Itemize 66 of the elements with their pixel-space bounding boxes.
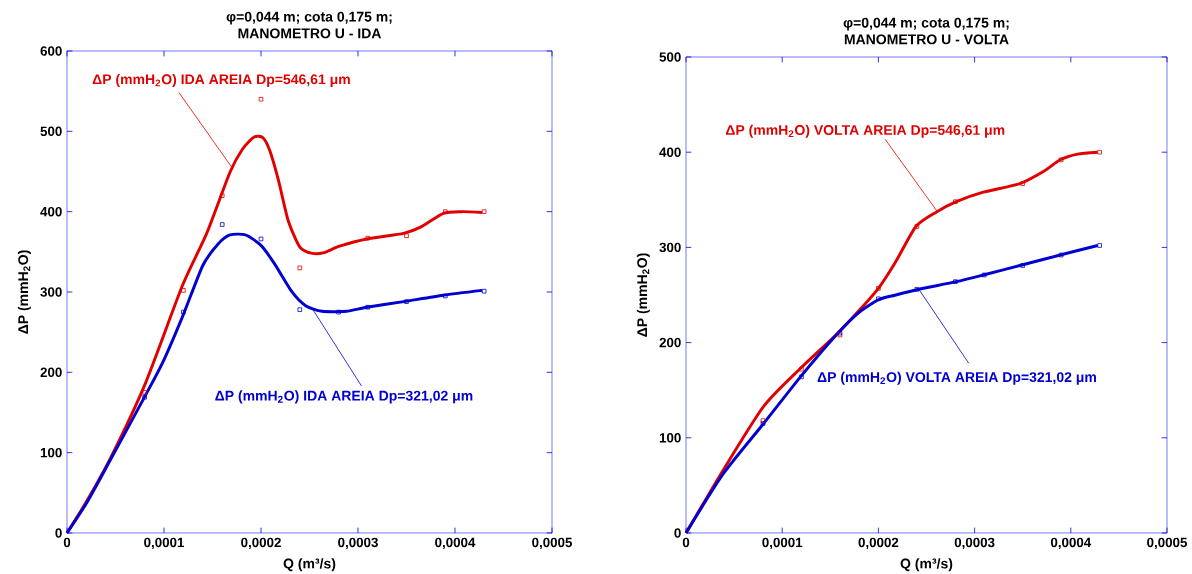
point (1058, 157, 1064, 163)
y-tick-label: 300 (659, 242, 681, 253)
y-tick-label: 200 (659, 337, 681, 348)
y-tick-label: 500 (40, 126, 62, 137)
chart-subtitle: MANOMETRO U - IDA (238, 28, 382, 39)
point (1097, 149, 1102, 155)
x-tick-label: 0,0005 (1147, 537, 1188, 550)
point (258, 236, 264, 242)
point (365, 235, 370, 241)
annotation: ΔP (mmH$_{2}$O) IDA AREIA Dp=546,61 μm (92, 73, 350, 87)
point (443, 293, 448, 299)
annotation: ΔP (mmH$_{2}$O) VOLTA AREIA Dp=546,61 μm (725, 124, 1005, 138)
y-axis-title: ΔP (mmH$_{2}$O) (17, 250, 31, 334)
y-tick-label: 300 (40, 287, 62, 297)
y-tick-label: 200 (40, 367, 62, 378)
point (914, 287, 920, 292)
point (219, 193, 225, 198)
x-tick-label: 0,0002 (858, 537, 899, 550)
y-tick-label: 500 (659, 52, 681, 62)
point (219, 222, 225, 227)
chart-title: φ=0,044 m; cota 0,175 m; (226, 11, 392, 25)
x-tick-label: 0,0003 (338, 537, 378, 550)
y-tick-label: 600 (40, 46, 62, 56)
x-axis-title: Q (m³/s) (900, 558, 953, 572)
point (876, 296, 881, 302)
point (365, 304, 370, 310)
point (981, 272, 987, 278)
annotation: ΔP (mmH$_{2}$O) VOLTA AREIA Dp=321,02 μm (817, 371, 1096, 385)
x-tick-label: 0,0003 (954, 537, 995, 550)
y-tick-label: 400 (40, 206, 62, 217)
point (336, 309, 341, 315)
point (297, 265, 303, 271)
point (258, 96, 264, 102)
chart-subtitle: MANOMETRO U - VOLTA (844, 34, 1009, 45)
x-tick-label: 0 (682, 537, 690, 548)
chart-title: φ=0,044 m; cota 0,175 m; (843, 17, 1009, 31)
point (404, 233, 409, 239)
point (1097, 243, 1102, 248)
x-tick-label: 0,0002 (241, 537, 281, 550)
point (142, 394, 147, 400)
y-tick-label: 400 (659, 147, 681, 157)
point (799, 374, 804, 380)
point (481, 288, 487, 294)
x-tick-label: 0,0001 (762, 537, 803, 550)
x-tick-label: 0 (63, 537, 71, 548)
point (142, 390, 147, 395)
point (297, 307, 303, 312)
point (181, 309, 186, 315)
y-tick-label: 100 (40, 447, 62, 458)
point (953, 199, 958, 204)
y-tick-label: 0 (55, 528, 62, 538)
y-tick-label: 0 (674, 528, 681, 538)
x-tick-label: 0,0004 (1050, 537, 1092, 550)
point (799, 366, 804, 372)
point (953, 279, 958, 284)
point (481, 209, 487, 214)
y-axis-title: ΔP (mmH$_{2}$O) (636, 253, 650, 337)
x-tick-label: 0,0005 (532, 537, 573, 550)
point (181, 288, 186, 293)
point (1020, 181, 1025, 186)
x-tick-label: 0,0001 (144, 537, 185, 550)
point (1058, 252, 1064, 258)
annotation: ΔP (mmH$_{2}$O) IDA AREIA Dp=321,02 μm (215, 390, 473, 404)
y-tick-label: 100 (659, 433, 681, 443)
x-tick-label: 0,0004 (435, 537, 476, 550)
x-axis-title: Q (m³/s) (283, 558, 336, 572)
